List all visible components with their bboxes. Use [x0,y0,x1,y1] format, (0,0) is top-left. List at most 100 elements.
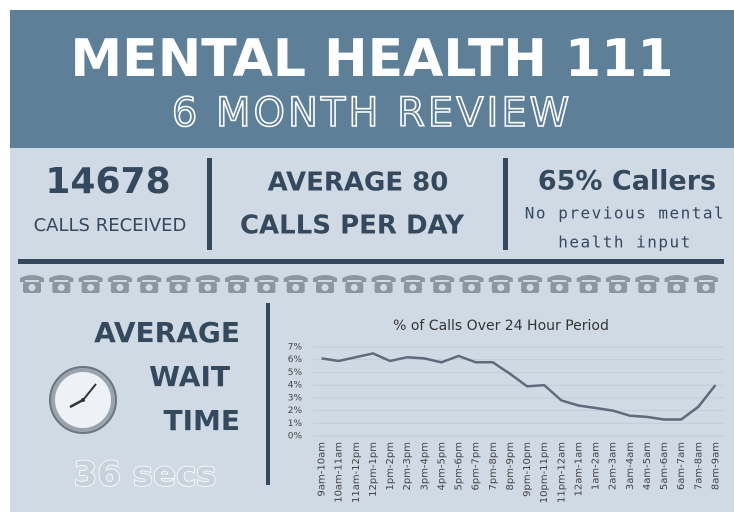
phone-icon [606,275,630,282]
y-tick-label: 2% [288,406,303,416]
phone-icon [342,275,367,282]
x-tick-label: 11am-12pm [351,442,362,503]
phone-icon [371,275,396,282]
x-tick-label: 4am-5am [642,442,653,490]
wait-text: AVERAGE [94,316,240,349]
phone-icon [262,284,270,291]
phone-icon [702,284,710,291]
phone-icon [233,284,241,291]
phone-icon [175,284,182,291]
phone-icon [283,275,308,282]
clock [49,366,117,434]
stat-label: health input [558,233,692,252]
phone-row [20,275,718,293]
phone-icon [57,284,65,291]
phone-icon [438,284,446,291]
phone-icon [400,275,425,282]
phone-icon [292,284,300,291]
y-tick-label: 7% [288,343,303,353]
x-tick-label: 6pm-7pm [471,442,482,491]
stat-value: 65% Callers [538,166,716,197]
phone-icon [576,275,601,282]
divider [266,303,270,485]
wait-text: TIME [163,404,240,437]
phone-icon [20,275,44,282]
phone-icon [195,275,220,282]
x-tick-label: 8am-9am [710,442,721,490]
x-tick-label: 1pm-2pm [385,442,396,491]
phone-icon [547,275,572,282]
phone-icon [468,284,475,291]
phone-icon [488,275,513,282]
phone-icon [643,284,651,291]
phone-icon [497,284,505,291]
phone-icon [78,275,103,282]
x-tick-label: 6am-7am [676,442,687,490]
y-tick-label: 3% [288,393,303,403]
stat-value: 14678 [45,161,170,202]
x-tick-label: 12pm-1pm [368,442,379,497]
x-tick-label: 10am-11am [334,442,345,503]
phone-icon [555,284,563,291]
y-tick-label: 0% [288,432,303,442]
phone-icon [585,284,593,291]
phone-icon [409,284,417,291]
title: MENTAL HEALTH 111 [70,29,673,89]
x-tick-label: 2pm-3pm [402,442,413,491]
phone-icon [673,284,681,291]
stat-line: AVERAGE 80 [268,168,449,198]
x-tick-label: 10pm-11pm [539,442,550,503]
phone-icon [350,284,358,291]
phone-icon [518,275,543,282]
x-tick-label: 2am-3am [608,442,619,490]
phone-icon [107,275,132,282]
phone-icon [28,284,36,291]
phone-icon [430,275,455,282]
phone-icon [664,275,689,282]
phone-icon [49,275,74,282]
y-tick-label: 4% [288,381,303,391]
data-line [321,352,717,421]
chart-title: % of Calls Over 24 Hour Period [393,318,609,334]
x-tick-label: 3am-4am [625,442,636,490]
subtitle: 6 MONTH REVIEW [172,90,572,136]
y-tick-label: 1% [288,419,303,429]
x-tick-label: 5pm-6pm [454,442,465,491]
x-tick-label: 1am-2am [591,442,602,490]
phone-icon [254,275,279,282]
wait-text: WAIT [149,360,230,393]
phone-icon [526,284,534,291]
stat-label: No previous mental [525,204,725,223]
phone-icon [204,284,212,291]
stat-label: CALLS RECEIVED [34,215,187,236]
x-tick-label: 3pm-4pm [419,442,430,491]
x-tick-label: 9am-10am [317,442,328,496]
wait-value: 36 secs [74,455,217,495]
phone-icon [459,275,484,282]
phone-icon [87,284,95,291]
x-tick-label: 9pm-10pm [522,442,533,497]
phone-icon [137,275,162,282]
x-tick-label: 11pm-12am [556,442,567,503]
chart: 0% 1% 2% 3% 4% 5% 6% 7% 9am-10am 10am-11am 11am-12… [288,343,724,503]
phone-icon [166,275,191,282]
header-band [10,10,734,148]
phone-icon [321,284,329,291]
phone-icon [693,275,718,282]
x-tick-label: 5am-6am [659,442,670,490]
phone-icon [225,275,250,282]
phone-icon [145,284,153,291]
phone-icon [116,284,124,291]
stat-line: CALLS PER DAY [240,211,465,241]
x-tick-label: 12am-1am [573,442,584,496]
x-tick-label: 7pm-8pm [488,442,499,491]
x-tick-label: 4pm-5pm [436,442,447,491]
phone-icon [380,284,388,291]
y-tick-label: 5% [288,368,303,378]
separator [18,259,724,264]
x-tick-label: 8pm-9pm [505,442,516,491]
y-tick-label: 6% [288,355,303,365]
divider [503,158,508,250]
